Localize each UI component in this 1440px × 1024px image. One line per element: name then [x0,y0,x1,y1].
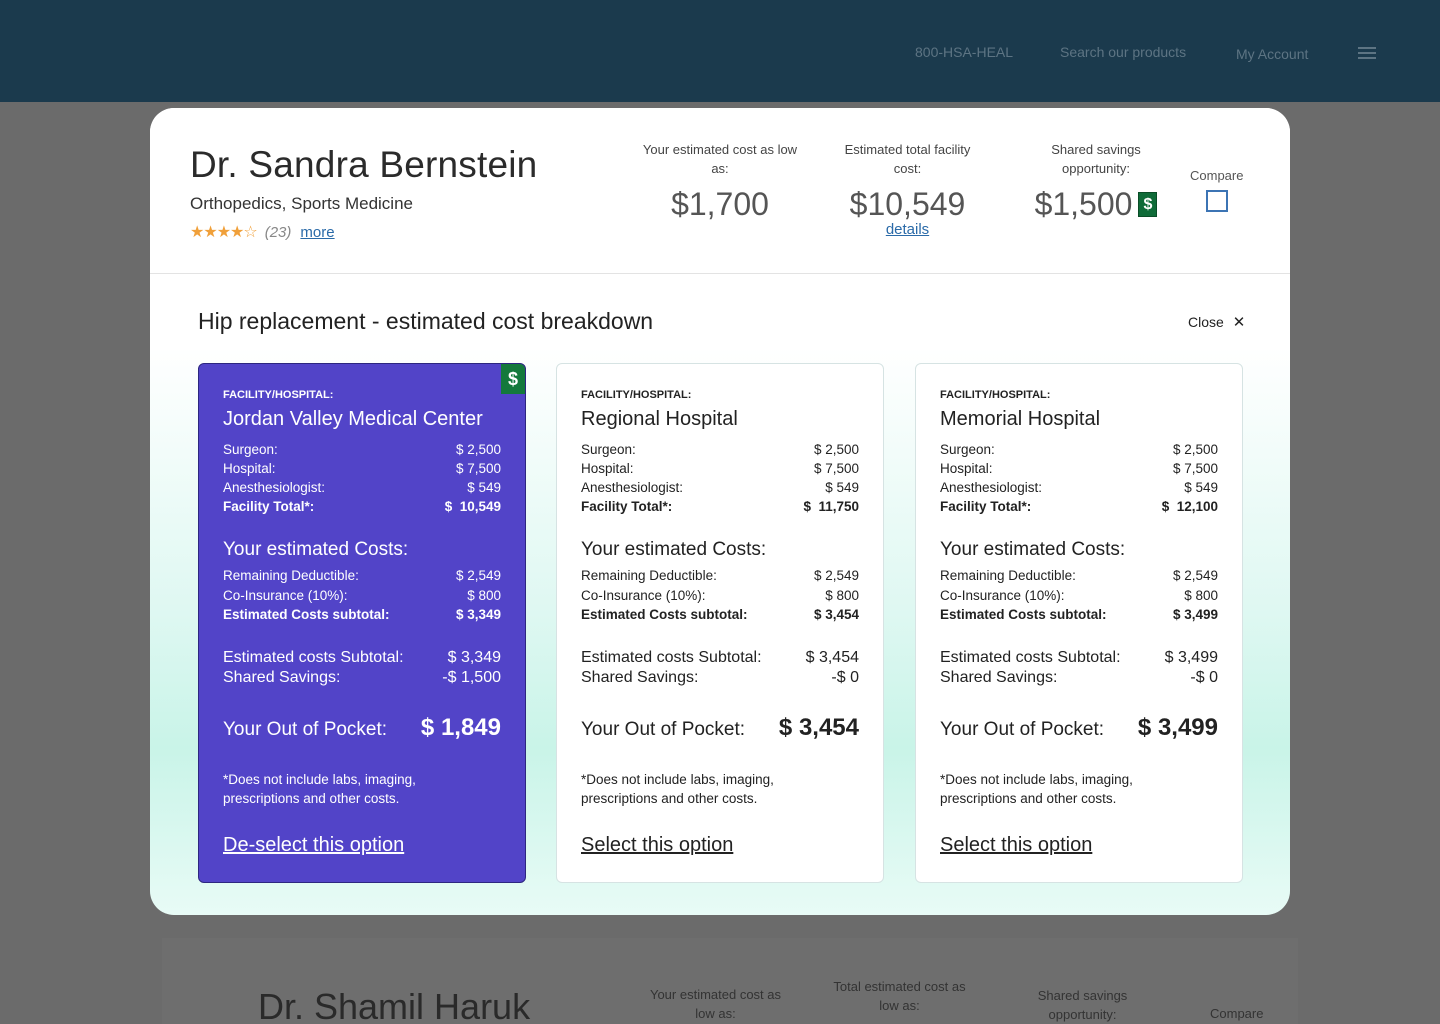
doctor-header: Dr. Sandra Bernstein Orthopedics, Sports… [150,108,1290,274]
facility-name: Regional Hospital [581,408,738,430]
estimated-cost-stat: Your estimated cost as low as: $1,700 [640,140,800,223]
deductible-row: Remaining Deductible: $ 2,549 [940,568,1218,583]
estimated-subtotal-row: Estimated Costs subtotal: $ 3,349 [223,607,501,622]
anesthesiologist-row: Anesthesiologist: $ 549 [581,480,859,495]
facility-total-row: Facility Total*: $ 10,549 [223,499,501,514]
close-icon: ✕ [1232,314,1246,331]
shared-savings-value-row: $1,500 $ [1020,186,1172,223]
shared-savings-row: Shared Savings: -$ 0 [940,669,1218,686]
dollar-badge-icon: $ [1138,192,1158,217]
facility-name: Memorial Hospital [940,408,1101,430]
doctor-rating: ★★★★☆ (23) more [190,222,335,242]
deselect-option-link[interactable]: De-select this option [223,834,405,856]
facility-label: FACILITY/HOSPITAL: [223,389,334,401]
nav-phone-link[interactable]: 800-HSA-HEAL [915,44,1014,60]
review-count: (23) [264,223,292,241]
estimated-subtotal-row: Estimated Costs subtotal: $ 3,454 [581,607,859,622]
estimated-cost-label: Your estimated cost as low as: [642,142,798,176]
cost-disclaimer: *Does not include labs, imaging, prescri… [940,772,1133,806]
facility-cost-details-link[interactable]: details [885,221,930,238]
subtotal-row: Estimated costs Subtotal: $ 3,499 [940,649,1218,666]
facility-label: FACILITY/HOSPITAL: [581,389,692,401]
top-navigation-bar: 800-HSA-HEAL Search our products My Acco… [0,0,1440,102]
background-total-label: Total estimated cost as low as: [833,979,966,1013]
select-option-link[interactable]: Select this option [581,834,734,856]
close-label: Close [1188,314,1224,330]
facility-label: FACILITY/HOSPITAL: [940,389,1051,401]
hospital-row: Hospital: $ 7,500 [581,461,859,476]
hamburger-menu-icon[interactable] [1358,47,1376,61]
star-rating-icon: ★★★★☆ [190,224,258,241]
background-compare-label: Compare [1210,1006,1264,1021]
deductible-row: Remaining Deductible: $ 2,549 [223,568,501,583]
estimated-cost-value: $1,700 [671,186,769,222]
shared-savings-stat: Shared savings opportunity: $1,500 $ [1020,140,1172,223]
deductible-row: Remaining Deductible: $ 2,549 [581,568,859,583]
doctor-name: Dr. Sandra Bernstein [190,144,538,185]
shared-savings-label: Shared savings opportunity: [1051,142,1141,176]
background-savings-label: Shared savings opportunity: [1037,988,1128,1022]
facility-option-card[interactable]: FACILITY/HOSPITAL: Regional Hospital Sur… [556,363,884,883]
facility-cost-stat: Estimated total facility cost: $10,549 d… [830,140,985,238]
anesthesiologist-row: Anesthesiologist: $ 549 [223,480,501,495]
out-of-pocket-row: Your Out of Pocket: $ 1,849 [223,714,501,741]
anesthesiologist-row: Anesthesiologist: $ 549 [940,480,1218,495]
facility-cost-value: $10,549 [849,186,966,222]
nav-search-link[interactable]: Search our products [1060,44,1187,60]
subtotal-row: Estimated costs Subtotal: $ 3,349 [223,649,501,666]
compare-label: Compare [1190,168,1244,183]
surgeon-row: Surgeon: $ 2,500 [940,442,1218,457]
estimated-costs-title: Your estimated Costs: [223,539,409,560]
cost-disclaimer: *Does not include labs, imaging, prescri… [581,772,774,806]
doctor-specialty: Orthopedics, Sports Medicine [190,194,413,213]
surgeon-row: Surgeon: $ 2,500 [581,442,859,457]
facility-cost-label: Estimated total facility cost: [844,142,971,176]
breakdown-title: Hip replacement - estimated cost breakdo… [198,308,654,334]
shared-savings-row: Shared Savings: -$ 0 [581,669,859,686]
background-doctor-name: Dr. Shamil Haruk [258,986,531,1024]
facility-option-card[interactable]: $ FACILITY/HOSPITAL: Jordan Valley Medic… [198,363,526,883]
surgeon-row: Surgeon: $ 2,500 [223,442,501,457]
facility-option-card[interactable]: FACILITY/HOSPITAL: Memorial Hospital Sur… [915,363,1243,883]
estimated-costs-title: Your estimated Costs: [940,539,1126,560]
hospital-row: Hospital: $ 7,500 [223,461,501,476]
reviews-more-link[interactable]: more [300,223,335,241]
coinsurance-row: Co-Insurance (10%): $ 800 [940,588,1218,603]
facility-total-row: Facility Total*: $ 11,750 [581,499,859,514]
cost-disclaimer: *Does not include labs, imaging, prescri… [223,772,416,806]
background-cost-label: Your estimated cost as low as: [649,987,782,1021]
estimated-costs-title: Your estimated Costs: [581,539,767,560]
close-button[interactable]: Close ✕ [1188,313,1245,331]
dollar-badge-icon: $ [501,364,525,394]
facility-name: Jordan Valley Medical Center [223,408,483,430]
out-of-pocket-row: Your Out of Pocket: $ 3,454 [581,714,859,741]
shared-savings-row: Shared Savings: -$ 1,500 [223,669,501,686]
coinsurance-row: Co-Insurance (10%): $ 800 [223,588,501,603]
shared-savings-value: $1,500 [1034,186,1133,222]
estimated-subtotal-row: Estimated Costs subtotal: $ 3,499 [940,607,1218,622]
subtotal-row: Estimated costs Subtotal: $ 3,454 [581,649,859,666]
cost-breakdown-modal: Dr. Sandra Bernstein Orthopedics, Sports… [150,108,1290,915]
compare-checkbox[interactable] [1205,190,1228,212]
nav-my-account-link[interactable]: My Account [1236,46,1309,62]
facility-total-row: Facility Total*: $ 12,100 [940,499,1218,514]
coinsurance-row: Co-Insurance (10%): $ 800 [581,588,859,603]
hospital-row: Hospital: $ 7,500 [940,461,1218,476]
compare-control: Compare [1190,168,1243,212]
select-option-link[interactable]: Select this option [940,834,1093,856]
background-doctor-card [162,938,1298,1024]
out-of-pocket-row: Your Out of Pocket: $ 3,499 [940,714,1218,741]
